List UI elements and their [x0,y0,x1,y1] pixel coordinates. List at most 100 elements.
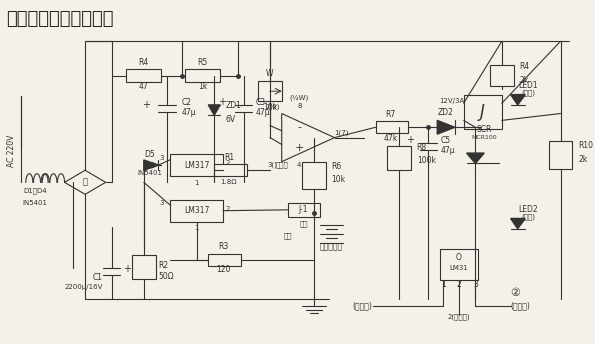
Text: 47μ: 47μ [440,146,455,155]
Bar [464,95,502,129]
Text: IN5401: IN5401 [137,170,162,176]
Bar [302,162,325,189]
Polygon shape [208,105,220,115]
Text: 120: 120 [216,265,230,274]
Text: R7: R7 [385,110,396,119]
Text: 电子制作天地收藏整理: 电子制作天地收藏整理 [6,10,114,28]
Text: D5: D5 [145,150,155,159]
Text: LM31: LM31 [450,265,468,271]
Text: (输入端): (输入端) [511,301,531,310]
Text: ZD1: ZD1 [226,101,242,110]
Text: R4: R4 [139,58,149,67]
Text: 稳压点: 稳压点 [276,162,289,169]
Text: W: W [266,69,274,78]
Text: R3: R3 [218,243,228,251]
Text: 2200μ/16V: 2200μ/16V [64,284,103,290]
Text: 47μ: 47μ [255,108,270,117]
Bar [375,121,408,133]
Bar [258,81,281,101]
Text: C5: C5 [440,136,450,145]
Text: +: + [295,143,304,153]
Text: 10k: 10k [263,103,277,112]
Text: 1: 1 [195,225,199,232]
Text: 1(7): 1(7) [334,129,349,136]
Text: R2: R2 [158,261,168,270]
Text: 2: 2 [456,280,461,289]
Text: LM317: LM317 [184,161,209,170]
Text: R6: R6 [331,162,342,171]
Text: 12V/3A: 12V/3A [439,98,465,104]
Polygon shape [437,120,455,134]
Text: 1k: 1k [198,83,207,92]
Text: LED1: LED1 [518,81,538,90]
Text: +: + [142,100,150,110]
Text: +: + [123,264,131,274]
Text: 2(6): 2(6) [266,103,280,110]
Text: 锂充电电池: 锂充电电池 [320,243,343,251]
Text: R8: R8 [416,143,427,152]
Text: 2k: 2k [519,76,529,85]
Text: LM317: LM317 [184,206,209,215]
Bar [287,203,320,217]
Text: 8: 8 [297,103,302,109]
Text: 100k: 100k [416,157,436,165]
Text: J-1: J-1 [299,205,308,214]
Text: 50Ω: 50Ω [158,272,174,281]
Text: C3: C3 [255,98,265,107]
Text: (红色): (红色) [521,89,536,96]
Text: 47k: 47k [383,134,397,143]
Polygon shape [511,95,525,105]
Text: SCR: SCR [477,126,492,135]
Bar [440,249,478,280]
Text: (绿色): (绿色) [521,213,536,220]
Text: ZD2: ZD2 [438,108,454,117]
Bar [387,146,411,170]
Text: 1.8Ω: 1.8Ω [221,179,237,185]
Text: 2k: 2k [578,155,587,164]
Text: 6V: 6V [226,115,236,124]
Text: 4: 4 [297,162,302,168]
Text: 2: 2 [226,160,230,166]
Text: C1: C1 [93,273,103,282]
Text: IN5401: IN5401 [23,200,48,206]
Polygon shape [511,218,525,229]
Text: 1: 1 [195,180,199,186]
Text: 3: 3 [160,200,164,206]
Text: 常开: 常开 [299,220,308,227]
Bar [126,69,161,82]
Text: 47μ: 47μ [182,108,196,117]
Text: 3(): 3() [268,162,278,168]
Bar [208,254,240,266]
Text: AC 220V: AC 220V [7,135,16,167]
Text: LED2: LED2 [518,205,538,214]
Text: 3: 3 [160,155,164,161]
Bar [185,69,220,82]
Text: R1: R1 [224,153,234,162]
Polygon shape [144,160,158,170]
Text: 常开: 常开 [283,232,292,239]
Text: R5: R5 [198,58,208,67]
Bar [132,255,155,279]
Text: -: - [298,122,301,132]
Text: 1: 1 [441,280,446,289]
Text: (调整端): (调整端) [353,301,372,310]
Text: O: O [456,254,462,262]
Bar [490,65,513,86]
Text: 3: 3 [473,280,478,289]
Text: R10: R10 [578,141,593,150]
Bar [170,200,223,222]
Text: 桥: 桥 [83,178,87,187]
Text: +: + [218,97,226,107]
Text: (¼W): (¼W) [290,95,309,101]
Polygon shape [466,153,484,163]
Text: R4: R4 [519,62,530,71]
Text: 2(锁位端): 2(锁位端) [447,313,470,320]
Bar [549,141,572,169]
Bar [214,164,246,176]
Text: MCR100: MCR100 [471,135,497,140]
Text: C2: C2 [182,98,192,107]
Text: 2: 2 [226,206,230,212]
Text: 10k: 10k [331,175,346,184]
Bar [170,154,223,176]
Text: ②: ② [511,288,521,298]
